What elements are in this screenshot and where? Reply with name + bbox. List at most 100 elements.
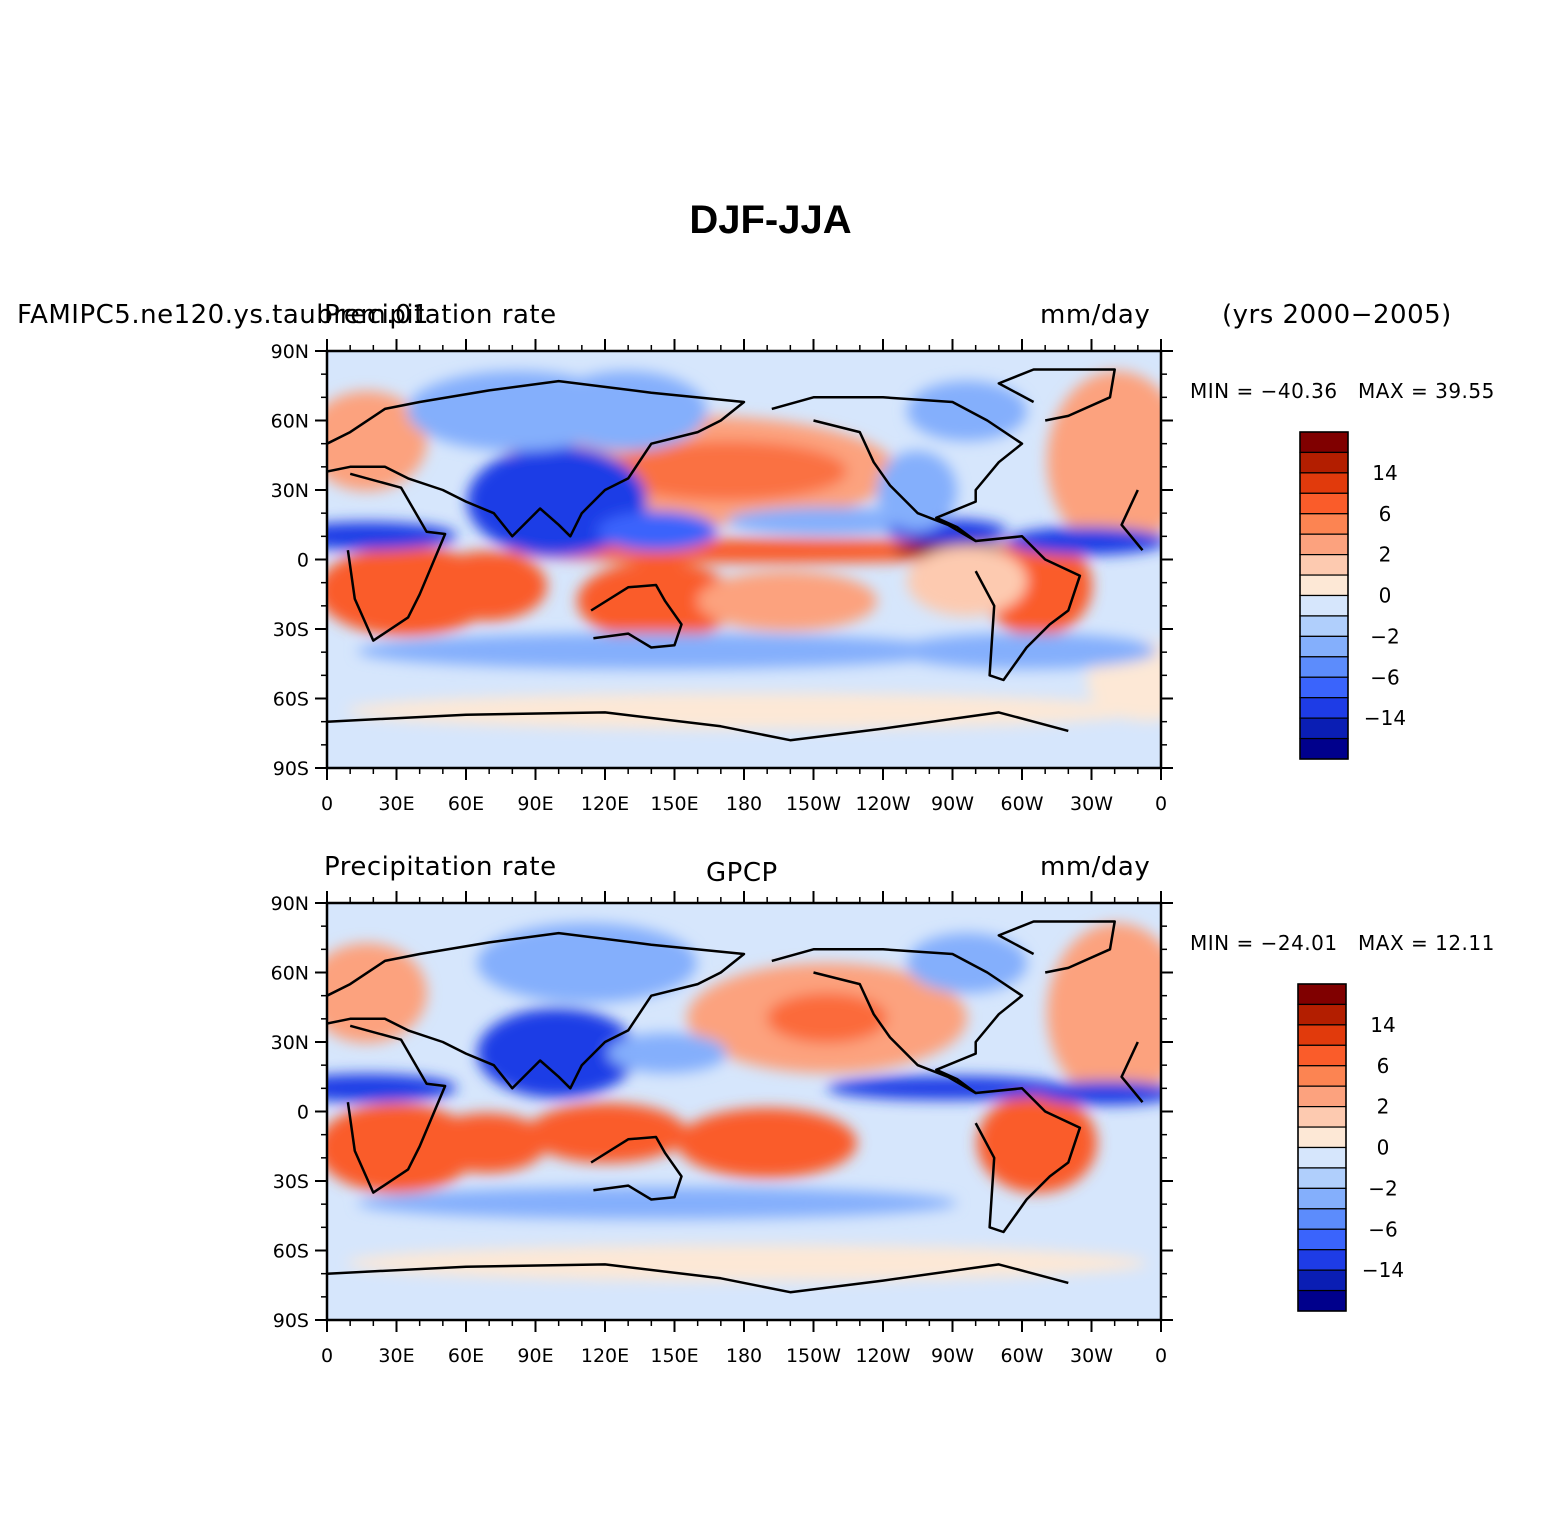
- coastline-1: [327, 379, 746, 538]
- colorbar-frame: [1299, 431, 1349, 760]
- lon-label: 60W: [1001, 793, 1044, 815]
- colorbar-swatch: [1297, 1003, 1347, 1026]
- panel2-max: MAX = 12.11: [1358, 931, 1495, 955]
- colorbar-swatch: [1299, 533, 1349, 556]
- panel1-units: mm/day: [1040, 300, 1151, 330]
- colorbar-label: −6: [1368, 1217, 1397, 1241]
- colorbar-swatch: [1297, 1208, 1347, 1230]
- colorbar-swatch: [1299, 513, 1349, 535]
- lat-label: 90N: [271, 893, 309, 915]
- colorbar-swatch: [1299, 737, 1349, 760]
- colorbar-swatch: [1299, 594, 1349, 617]
- colorbar-label: 14: [1370, 1013, 1395, 1037]
- colorbar-1: 14 6 2 0 −2 −6 −14: [1299, 431, 1406, 760]
- lon-label: 150W: [786, 793, 841, 815]
- colorbar-swatch: [1299, 431, 1349, 454]
- panel2-units: mm/day: [1040, 852, 1151, 882]
- lon-label: 30E: [378, 793, 414, 815]
- colorbar-2: 14 6 2 0 −2 −6 −14: [1297, 983, 1404, 1312]
- colorbar-swatch: [1297, 1228, 1347, 1251]
- colorbar-swatch: [1297, 1269, 1347, 1292]
- colorbar-swatch: [1299, 492, 1349, 515]
- panel2-coastlines: [327, 920, 1144, 1294]
- colorbar-swatch: [1299, 656, 1349, 678]
- lon-label: 150W: [786, 1345, 841, 1367]
- lat-label: 30S: [273, 619, 309, 641]
- colorbar-swatch: [1297, 1187, 1347, 1210]
- lon-label: 90W: [931, 793, 974, 815]
- lon-label: 60E: [448, 793, 484, 815]
- colorbar-label: 14: [1372, 461, 1397, 485]
- panel1-years: (yrs 2000−2005): [1222, 300, 1452, 330]
- coastline-5: [997, 368, 1116, 422]
- panel1-center-string: Precipitation rate: [324, 300, 557, 330]
- lon-label: 60E: [448, 1345, 484, 1367]
- colorbar-swatch: [1299, 472, 1349, 494]
- lon-label: 30E: [378, 1345, 414, 1367]
- lon-label: 90E: [517, 1345, 553, 1367]
- colorbar-swatch: [1297, 1106, 1347, 1128]
- colorbar-label: 2: [1379, 543, 1392, 567]
- lon-label: 60W: [1001, 1345, 1044, 1367]
- figure-title: DJF-JJA: [689, 198, 852, 242]
- coastline-6: [327, 711, 1069, 742]
- lon-label: 150E: [650, 793, 698, 815]
- coastline-4: [974, 535, 1082, 682]
- colorbar-label: 0: [1379, 584, 1392, 608]
- lat-label: 90N: [271, 341, 309, 363]
- coastline-3: [771, 948, 1024, 1095]
- lon-label: 150E: [650, 1345, 698, 1367]
- lon-label: 90W: [931, 1345, 974, 1367]
- colorbar-swatch: [1297, 1044, 1347, 1067]
- panel1-coastlines: [327, 368, 1144, 742]
- colorbar-label: −14: [1362, 1258, 1404, 1282]
- lon-label: 0: [321, 793, 333, 815]
- lon-label: 30W: [1070, 793, 1113, 815]
- lon-label: 180: [726, 793, 762, 815]
- coastline-2: [590, 583, 683, 649]
- lat-label: 30N: [271, 1032, 309, 1054]
- coastline-5: [997, 920, 1116, 974]
- colorbar-swatch: [1297, 1167, 1347, 1189]
- colorbar-label: 2: [1377, 1095, 1390, 1119]
- colorbar-label: −2: [1370, 624, 1399, 648]
- coastline-2: [590, 1135, 683, 1201]
- colorbar-swatch: [1297, 1085, 1347, 1108]
- coastline-3: [771, 396, 1024, 543]
- lat-label: 60S: [273, 1241, 309, 1263]
- lon-label: 120E: [581, 1345, 629, 1367]
- colorbar-swatch: [1299, 635, 1349, 658]
- lon-label: 90E: [517, 793, 553, 815]
- panel1-left-string: FAMIPC5.ne120.ys.taubrem.01: [17, 300, 430, 330]
- colorbar-label: −2: [1368, 1176, 1397, 1200]
- panel2-min: MIN = −24.01: [1190, 931, 1338, 955]
- lat-label: 30N: [271, 480, 309, 502]
- colorbar-swatch: [1299, 676, 1349, 699]
- colorbar-label: 0: [1377, 1136, 1390, 1160]
- lat-label: 30S: [273, 1171, 309, 1193]
- lon-label: 30W: [1070, 1345, 1113, 1367]
- panel2-center-string: GPCP: [706, 858, 778, 888]
- colorbar-swatch: [1299, 717, 1349, 740]
- colorbar-swatch: [1299, 574, 1349, 597]
- panel1-map: [327, 351, 1161, 768]
- lon-label: 120W: [855, 793, 910, 815]
- lat-label: 60N: [271, 411, 309, 433]
- coastline-6: [327, 1263, 1069, 1294]
- colorbar-label: 6: [1379, 502, 1392, 526]
- lon-label: 0: [1155, 1345, 1167, 1367]
- panel2-left-string: Precipitation rate: [324, 852, 557, 882]
- coastline-0: [346, 472, 1144, 642]
- colorbar-swatch: [1297, 1065, 1347, 1087]
- colorbar-swatch: [1297, 1289, 1347, 1312]
- lat-label: 0: [297, 550, 309, 572]
- colorbar-swatch: [1297, 983, 1347, 1006]
- lat-label: 90S: [273, 758, 309, 780]
- lat-label: 60S: [273, 689, 309, 711]
- lat-label: 60N: [271, 963, 309, 985]
- coastline-4: [974, 1087, 1082, 1234]
- colorbar-label: −6: [1370, 665, 1399, 689]
- colorbar-swatch: [1299, 615, 1349, 637]
- panel2-anomaly-field: [327, 923, 1161, 1281]
